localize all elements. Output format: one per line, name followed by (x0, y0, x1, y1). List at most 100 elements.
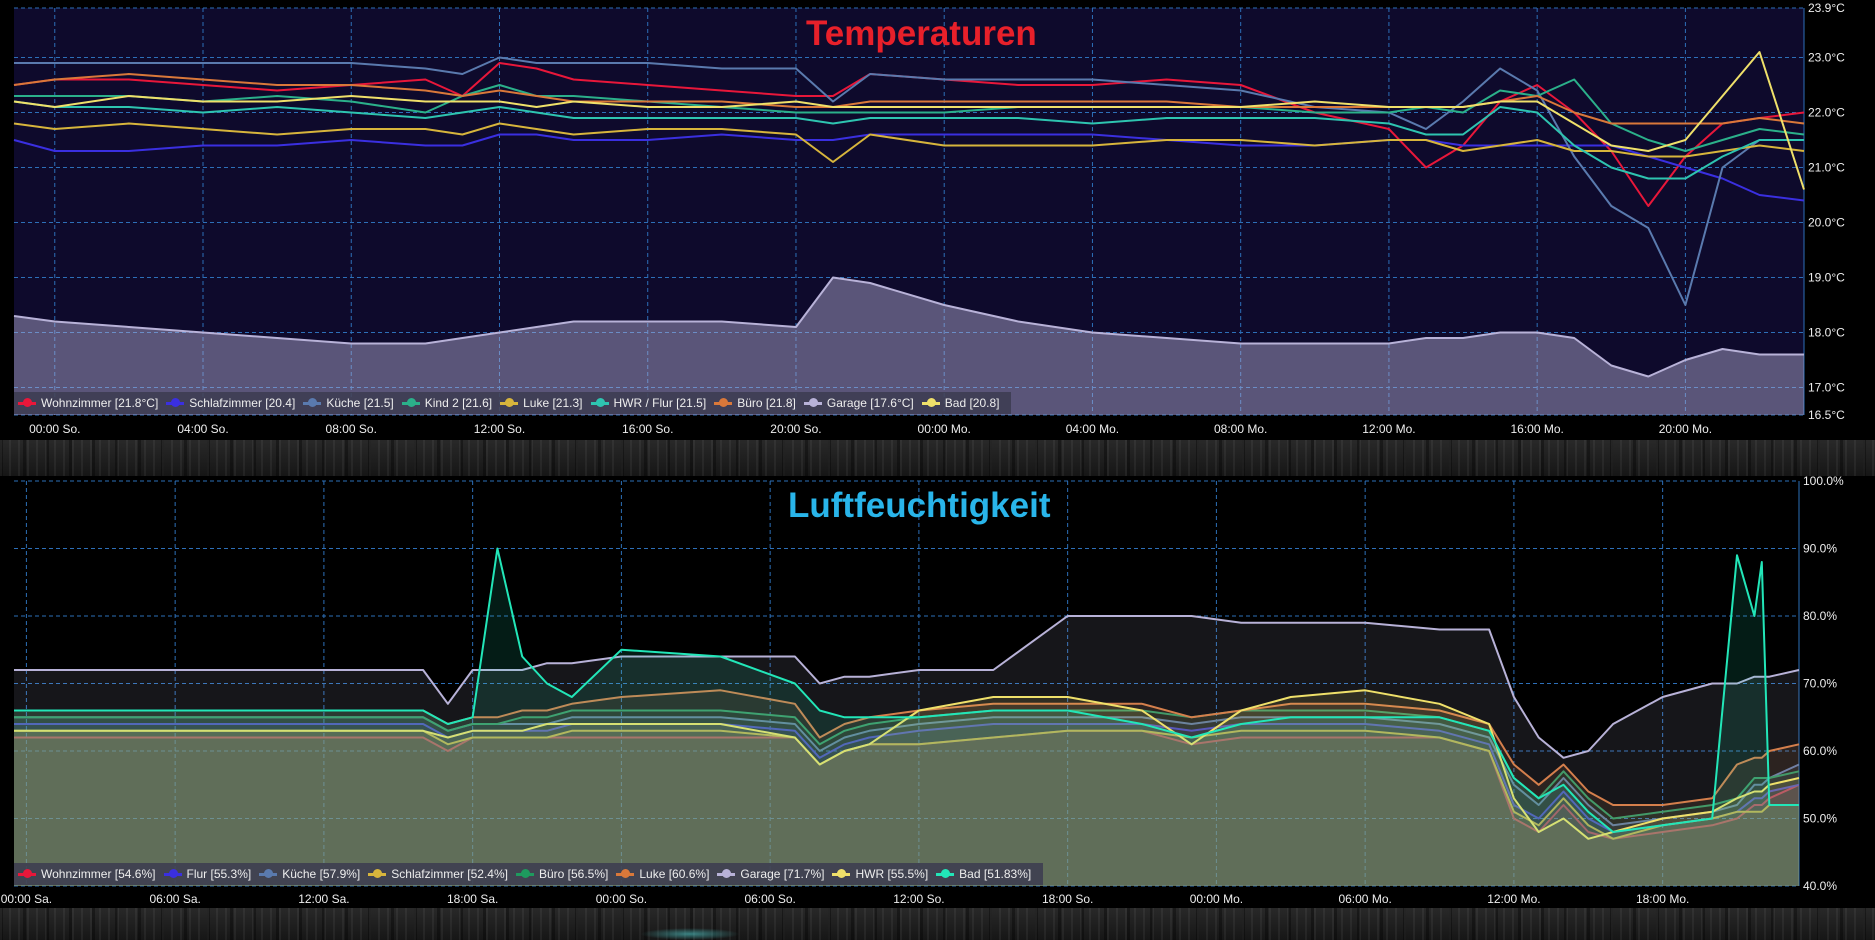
series-line-luke (13, 122, 1805, 163)
y-tick-label: 70.0% (1803, 677, 1837, 691)
legend-label: Wohnzimmer [54.6%] (41, 867, 156, 881)
y-tick-label: 16.5°C (1808, 408, 1845, 422)
legend-swatch (163, 868, 182, 878)
wood-background-bottom (0, 906, 1875, 940)
x-tick-label: 04:00 So. (177, 422, 228, 436)
y-tick-label: 60.0% (1803, 744, 1837, 758)
x-tick-label: 00:00 So. (29, 422, 80, 436)
humidity-legend: Wohnzimmer [54.6%] Flur [55.3%] Küche [57.… (14, 863, 1044, 885)
humidity-chart: 40.0% 50.0% 60.0% 70.0% 80.0% 90.0% 100.0% 00:0… (1, 476, 1844, 906)
series-area-büro (14, 710, 1799, 886)
legend-item-wohnzimmer[interactable]: Wohnzimmer [54.6%] (18, 867, 156, 881)
legend-item-küche[interactable]: Küche [21.5] (303, 396, 394, 410)
plot-area (14, 8, 1804, 415)
series-line-büro (13, 73, 1805, 125)
x-tick-label: 18:00 So. (1042, 892, 1093, 906)
temperature-panel: 16.5°C 17.0°C 18.0°C 19.0°C 20.0°C 21.0°C 22.0… (0, 0, 1875, 440)
legend-item-büro[interactable]: Büro [56.5%] (515, 867, 608, 881)
legend-label: Wohnzimmer [21.8°C] (41, 396, 159, 410)
wood-background-middle (0, 438, 1875, 476)
legend-item-garage[interactable]: Garage [17.6°C] (803, 396, 914, 410)
legend-item-schlafzimmer[interactable]: Schlafzimmer [52.4%] (368, 867, 508, 881)
legend-item-flur[interactable]: Flur [55.3%] (163, 867, 252, 881)
legend-item-hwr[interactable]: HWR [55.5%] (832, 867, 928, 881)
legend-item-küche[interactable]: Küche [57.9%] (259, 867, 360, 881)
x-tick-label: 08:00 So. (326, 422, 377, 436)
x-tick-label: 06:00 So. (744, 892, 795, 906)
bottom-glow (640, 928, 740, 940)
y-tick-label: 18.0°C (1808, 326, 1845, 340)
series-line-hwr-flur (13, 100, 1804, 180)
legend-swatch (303, 397, 322, 407)
y-tick-label: 100.0% (1803, 476, 1844, 488)
y-tick-label: 22.0°C (1808, 106, 1845, 120)
y-tick-label: 17.0°C (1808, 381, 1845, 395)
y-tick-label: 23.9°C (1808, 1, 1845, 15)
y-tick-label: 19.0°C (1808, 271, 1845, 285)
series-line-bad (14, 547, 1799, 833)
x-tick-label: 06:00 Mo. (1338, 892, 1391, 906)
legend-label: Schlafzimmer [52.4%] (391, 867, 508, 881)
series-area-garage (14, 277, 1804, 415)
legend-item-luke[interactable]: Luke [21.3] (500, 396, 583, 410)
legend-label: Büro [21.8] (737, 396, 796, 410)
humidity-panel: 40.0% 50.0% 60.0% 70.0% 80.0% 90.0% 100.0% 00:0… (0, 476, 1875, 908)
legend-item-kind-2[interactable]: Kind 2 [21.6] (401, 396, 493, 410)
x-tick-label: 12:00 Mo. (1362, 422, 1415, 436)
series-line-kind-2 (14, 78, 1805, 152)
x-tick-label: 04:00 Mo. (1066, 422, 1119, 436)
legend-swatch (401, 397, 420, 407)
x-tick-label: 12:00 So. (893, 892, 944, 906)
legend-item-bad[interactable]: Bad [51.83%] (936, 867, 1031, 881)
x-tick-label: 00:00 Sa. (1, 892, 52, 906)
legend-label: Bad [51.83%] (959, 867, 1032, 881)
series-area-garage (14, 616, 1799, 886)
series-area-wohnzimmer (14, 730, 1799, 886)
series-line-schlafzimmer (14, 729, 1799, 840)
legend-item-bad[interactable]: Bad [20.8] (921, 396, 1000, 410)
legend-label: Garage [17.6°C] (826, 396, 914, 410)
legend-swatch (616, 868, 635, 878)
x-tick-label: 18:00 Mo. (1636, 892, 1689, 906)
legend-item-büro[interactable]: Büro [21.8] (714, 396, 796, 410)
legend-label: Luke [60.6%] (639, 867, 710, 881)
legend-swatch (921, 397, 940, 407)
legend-label: Garage [71.7%] (740, 867, 825, 881)
legend-label: Küche [21.5] (326, 396, 394, 410)
series-area-schlafzimmer (14, 730, 1799, 886)
legend-swatch (259, 868, 278, 878)
x-tick-label: 00:00 So. (596, 892, 647, 906)
y-tick-label: 90.0% (1803, 542, 1837, 556)
legend-label: Bad [20.8] (944, 396, 1000, 410)
series-line-büro (14, 709, 1800, 820)
legend-label: Kind 2 [21.6] (424, 396, 493, 410)
legend-item-luke[interactable]: Luke [60.6%] (616, 867, 709, 881)
x-tick-label: 12:00 Sa. (298, 892, 349, 906)
legend-swatch (515, 868, 534, 878)
x-tick-label: 20:00 Mo. (1659, 422, 1712, 436)
legend-swatch (832, 868, 851, 878)
series-area-flur (14, 724, 1799, 886)
x-tick-label: 16:00 Mo. (1510, 422, 1563, 436)
y-tick-label: 20.0°C (1808, 216, 1845, 230)
temperature-legend: Wohnzimmer [21.8°C] Schlafzimmer [20.4] Kü… (14, 392, 1012, 414)
legend-swatch (803, 397, 822, 407)
legend-label: Küche [57.9%] (282, 867, 361, 881)
series-line-hwr (14, 689, 1800, 840)
series-area-bad (14, 548, 1799, 886)
legend-item-wohnzimmer[interactable]: Wohnzimmer [21.8°C] (18, 396, 158, 410)
legend-swatch (936, 868, 955, 878)
x-tick-label: 20:00 So. (770, 422, 821, 436)
legend-swatch (18, 397, 36, 407)
series-area-luke (14, 690, 1799, 886)
legend-item-hwr-flur[interactable]: HWR / Flur [21.5] (590, 396, 706, 410)
legend-swatch (717, 868, 736, 878)
x-tick-label: 12:00 Mo. (1487, 892, 1540, 906)
legend-swatch (18, 868, 36, 878)
temperature-chart: 16.5°C 17.0°C 18.0°C 19.0°C 20.0°C 21.0°C 22.0… (13, 1, 1845, 436)
series-area-hwr (14, 690, 1799, 886)
x-tick-label: 18:00 Sa. (447, 892, 498, 906)
legend-item-schlafzimmer[interactable]: Schlafzimmer [20.4] (166, 396, 295, 410)
legend-label: Flur [55.3%] (186, 867, 252, 881)
legend-item-garage[interactable]: Garage [71.7%] (717, 867, 824, 881)
